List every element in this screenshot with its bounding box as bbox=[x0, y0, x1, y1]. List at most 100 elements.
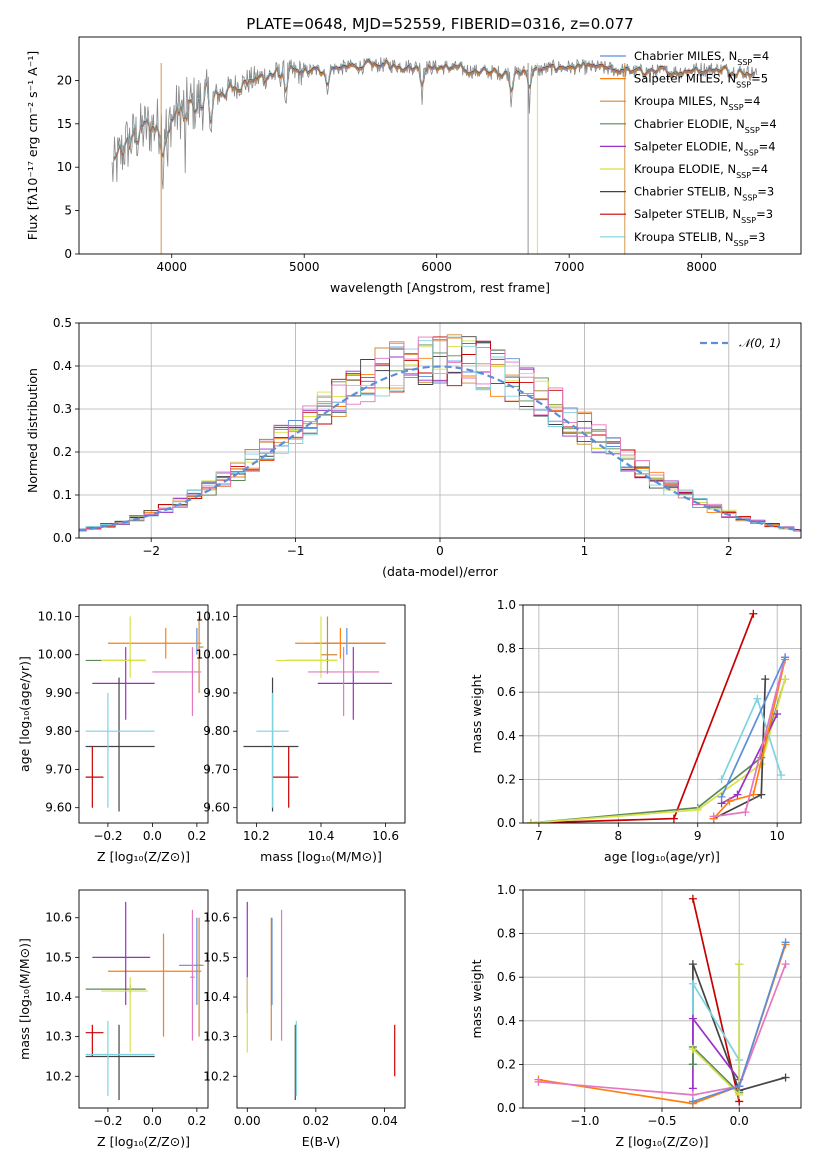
mass-weight-series-line bbox=[538, 963, 787, 1096]
residual_hist-ytick-label: 0.3 bbox=[53, 402, 72, 416]
mass_vs_Z-frame bbox=[78, 889, 209, 1109]
errorbar-point bbox=[107, 627, 202, 659]
residual_hist-ylabel: Normed distribution bbox=[25, 368, 40, 493]
errorbar-point bbox=[101, 616, 146, 678]
massweight_vs_Z-xtick-label: −0.5 bbox=[647, 1114, 676, 1128]
mass-weight-marker bbox=[753, 694, 762, 703]
residual_hist-ytick-label: 0.5 bbox=[53, 316, 72, 330]
residual_hist-xlabel: (data-model)/error bbox=[382, 564, 499, 579]
massweight_vs_age-ylabel: mass weight bbox=[469, 674, 484, 753]
mass-weight-series-line bbox=[720, 656, 786, 798]
mass_vs_ebv-xtick-label: 0.02 bbox=[302, 1114, 329, 1128]
mass-weight-marker bbox=[735, 1090, 744, 1099]
residual_hist-xtick-label: 0 bbox=[436, 544, 444, 558]
age_vs_Z-xtick-label: 0.0 bbox=[143, 829, 162, 843]
mass-weight-marker bbox=[777, 771, 786, 780]
age_vs_mass-xtick-label: 10.6 bbox=[372, 829, 399, 843]
mass-weight-marker bbox=[781, 938, 790, 947]
residual_hist-xtick-label: 2 bbox=[725, 544, 733, 558]
massweight_vs_age-xtick-label: 8 bbox=[614, 829, 622, 843]
spectrum-ytick-label: 10 bbox=[57, 160, 72, 174]
age_vs_mass-plot-area bbox=[243, 616, 393, 812]
age_vs_Z-ytick-label: 9.90 bbox=[45, 686, 72, 700]
massweight_vs_age-ytick-label: 0.0 bbox=[497, 816, 516, 830]
residual-histogram-step bbox=[79, 336, 801, 532]
spectrum-ytick-label: 15 bbox=[57, 117, 72, 131]
age_vs_Z-plot-area bbox=[85, 616, 204, 812]
errorbar-point bbox=[85, 746, 104, 808]
errorbar-point bbox=[314, 627, 386, 655]
mass-weight-series-line bbox=[692, 980, 740, 1065]
errorbar-point bbox=[85, 985, 146, 994]
massweight_vs_Z-ytick-label: 0.8 bbox=[497, 927, 516, 941]
mass_vs_ebv-axes: 0.00 0.02 0.04 10.2 10.3 10.4 10.5 10.6 E(B-V) bbox=[203, 889, 406, 1149]
massweight_vs_Z-ylabel: mass weight bbox=[469, 959, 484, 1038]
mass-weight-marker bbox=[688, 960, 697, 969]
mass-weight-marker bbox=[693, 805, 702, 814]
errorbar-point bbox=[275, 616, 338, 678]
mass_vs_ebv-xtick-label: 0.04 bbox=[371, 1114, 398, 1128]
mass_vs_ebv-xtick-label: 0.00 bbox=[234, 1114, 261, 1128]
mass-weight-marker bbox=[688, 894, 697, 903]
age_vs_Z-xtick-label: −0.2 bbox=[93, 829, 122, 843]
mass-weight-marker bbox=[735, 960, 744, 969]
age_vs_mass-xtick-label: 10.4 bbox=[308, 829, 335, 843]
massweight_vs_age-ytick-label: 0.6 bbox=[497, 685, 516, 699]
massweight_vs_Z-ytick-label: 0.6 bbox=[497, 970, 516, 984]
errorbar-point bbox=[190, 909, 195, 1041]
legend-entry: Salpeter MILES, NSSP=5 bbox=[634, 72, 768, 90]
massweight_vs_Z-ytick-label: 0.2 bbox=[497, 1057, 516, 1071]
mass-weight-marker bbox=[709, 812, 718, 821]
mass-weight-marker bbox=[781, 653, 790, 662]
massweight_vs_age-ytick-label: 0.8 bbox=[497, 642, 516, 656]
legend-entry: Salpeter STELIB, NSSP=3 bbox=[634, 207, 773, 225]
mass-weight-marker bbox=[761, 675, 770, 684]
residual_hist-ytick-label: 0.2 bbox=[53, 445, 72, 459]
massweight_vs_Z-ytick-label: 0.0 bbox=[497, 1101, 516, 1115]
age_vs_mass-ytick-label: 10.00 bbox=[196, 648, 230, 662]
spectrum-plot-area bbox=[111, 57, 758, 254]
mass_vs_Z-ytick-label: 10.5 bbox=[45, 950, 72, 964]
mass-weight-series-line bbox=[530, 678, 786, 823]
legend-entry: Kroupa MILES, NSSP=4 bbox=[634, 94, 760, 112]
mass-weight-marker bbox=[688, 979, 697, 988]
age_vs_Z-ytick-label: 9.60 bbox=[45, 801, 72, 815]
errorbar-point bbox=[85, 1024, 104, 1057]
massweight_vs_Z-xtick-label: 0.0 bbox=[730, 1114, 749, 1128]
massweight_vs_age-xtick-label: 10 bbox=[770, 829, 785, 843]
age_vs_Z-ytick-label: 9.80 bbox=[45, 724, 72, 738]
mass-weight-series-line bbox=[530, 613, 755, 823]
massweight_vs_Z-plot-area bbox=[534, 894, 790, 1108]
residual_hist-frame bbox=[78, 322, 802, 539]
mass_vs_ebv-ytick-label: 10.3 bbox=[203, 1030, 230, 1044]
mass-weight-marker bbox=[688, 1060, 697, 1069]
mass-weight-marker bbox=[688, 1014, 697, 1023]
errorbar-point bbox=[85, 677, 155, 812]
errorbar-point bbox=[317, 647, 393, 720]
mass_vs_ebv-frame bbox=[236, 889, 406, 1109]
age_vs_Z-ylabel: age [log₁₀(age/yr)] bbox=[17, 656, 32, 772]
mass-weight-marker bbox=[749, 609, 758, 618]
mass-weight-marker bbox=[688, 1097, 697, 1106]
mass_vs_ebv-ytick-label: 10.2 bbox=[203, 1069, 230, 1083]
errorbar-point bbox=[308, 647, 380, 716]
mass-weight-marker bbox=[735, 1082, 744, 1091]
residual_hist-plot-area bbox=[79, 334, 801, 532]
mass_vs_Z-ytick-label: 10.2 bbox=[45, 1069, 72, 1083]
spectrum-ytick-label: 20 bbox=[57, 73, 72, 87]
errorbar-point bbox=[92, 647, 155, 720]
mass_vs_ebv-ytick-label: 10.5 bbox=[203, 950, 230, 964]
errorbar-point bbox=[198, 616, 204, 693]
massweight_vs_Z-ytick-label: 0.4 bbox=[497, 1014, 516, 1028]
mass-weight-marker bbox=[741, 808, 750, 817]
errorbar-point bbox=[152, 647, 202, 716]
residual_hist-xtick-label: −2 bbox=[142, 544, 160, 558]
errorbar-point bbox=[295, 627, 386, 659]
spectrum-model-line bbox=[113, 57, 755, 158]
legend-entry: Salpeter ELODIE, NSSP=4 bbox=[634, 139, 776, 157]
age_vs_mass-ytick-label: 10.10 bbox=[196, 609, 230, 623]
mass_vs_ebv-ytick-label: 10.6 bbox=[203, 911, 230, 925]
normal-legend-label: 𝒩(0, 1) bbox=[739, 336, 781, 350]
mass_vs_ebv-xlabel: E(B-V) bbox=[302, 1134, 341, 1149]
